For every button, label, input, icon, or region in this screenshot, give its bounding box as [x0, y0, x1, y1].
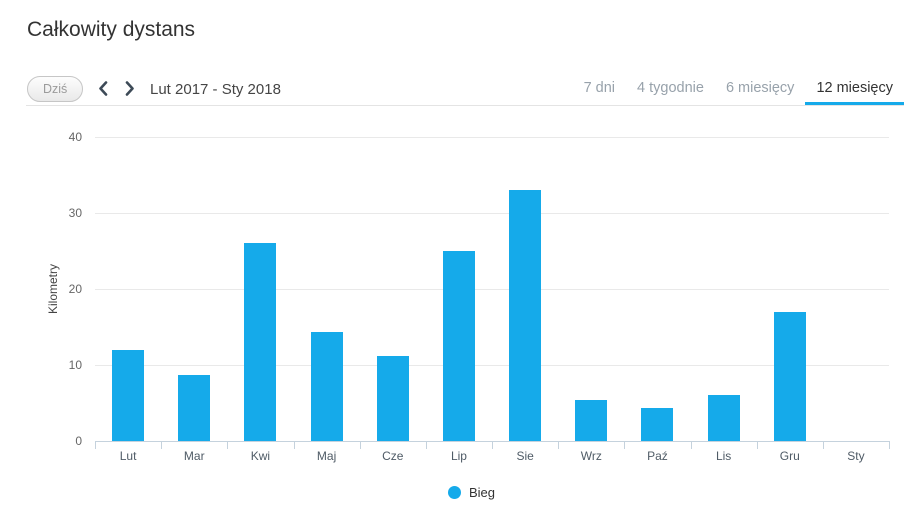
bar-wrz[interactable] — [575, 399, 608, 441]
tab-12-miesi-cy[interactable]: 12 miesięcy — [805, 74, 904, 105]
period-tabs: 7 dni 4 tygodnie 6 miesięcy 12 miesięcy — [573, 74, 904, 105]
x-axis-tickmark — [359, 441, 361, 449]
page-title: Całkowity dystans — [27, 18, 196, 41]
bar-maj[interactable] — [310, 331, 343, 441]
x-label-lip: Lip — [450, 449, 467, 463]
bar-gru[interactable] — [773, 311, 806, 441]
date-range-label: Lut 2017 - Sty 2018 — [150, 81, 281, 98]
x-label-sty: Sty — [847, 449, 865, 463]
chevron-right-icon — [125, 80, 135, 99]
x-label-wrz: Wrz — [580, 449, 602, 463]
x-axis-tickmark — [822, 441, 824, 449]
gridline-10 — [95, 365, 889, 366]
gridline-20 — [95, 289, 889, 290]
toolbar: Dziś Lut 2017 - Sty 2018 7 dni 4 tygodnie… — [26, 74, 904, 106]
chart-legend: Bieg — [0, 485, 905, 500]
legend-label-bieg: Bieg — [468, 485, 496, 500]
bar-mar[interactable] — [178, 374, 211, 441]
tab-4-tygodnie[interactable]: 4 tygodnie — [637, 80, 704, 96]
today-button[interactable]: Dziś — [27, 76, 84, 102]
x-axis-tickmark — [492, 441, 493, 449]
x-label-cze: Cze — [382, 449, 404, 463]
bar-lut[interactable] — [112, 349, 145, 441]
x-axis-tickmark — [756, 441, 758, 449]
bar-sie[interactable] — [509, 190, 542, 441]
x-axis-tickmark — [558, 441, 560, 449]
y-tick-label-10: 10 — [68, 358, 82, 372]
bar-lip[interactable] — [442, 251, 475, 441]
bar-cze[interactable] — [376, 355, 409, 441]
x-axis-tickmark — [293, 441, 295, 449]
y-tick-label-40: 40 — [68, 130, 82, 144]
x-axis-tickmark — [690, 441, 692, 449]
x-axis-labels: Lut Mar Kwi Maj Cze Lip Sie Wrz Paź Lis Gru Sty — [95, 449, 889, 463]
x-label-kwi: Kwi — [250, 449, 271, 463]
x-axis-tickmark — [95, 441, 96, 449]
x-label-lis: Lis — [715, 449, 732, 463]
y-tick-label-30: 30 — [68, 206, 82, 220]
date-navigation — [94, 74, 139, 105]
x-label-sie: Sie — [516, 449, 534, 463]
x-axis-tickmark — [227, 441, 229, 449]
bar-kwi[interactable] — [244, 243, 277, 441]
legend-dot-bieg — [447, 486, 461, 499]
gridline-30 — [95, 213, 889, 214]
chevron-left-icon — [98, 80, 108, 99]
y-tick-label-20: 20 — [68, 282, 82, 296]
x-label-mar: Mar — [183, 449, 205, 463]
x-axis-tickmark — [624, 441, 626, 449]
y-tick-label-0: 0 — [75, 434, 82, 448]
gridline-40 — [95, 137, 889, 138]
x-axis-tickmark — [889, 441, 890, 449]
bar-lis[interactable] — [707, 395, 740, 441]
previous-period-button[interactable] — [94, 79, 112, 101]
tab-7-dni[interactable]: 7 dni — [583, 80, 616, 96]
next-period-button[interactable] — [121, 79, 139, 101]
y-axis-ticks: 0 10 20 30 40 — [40, 130, 82, 448]
x-axis-tickmark — [425, 441, 427, 449]
x-label-pa: Paź — [647, 449, 668, 463]
x-label-lut: Lut — [119, 449, 137, 463]
x-label-maj: Maj — [316, 449, 337, 463]
x-axis-tickmark — [161, 441, 163, 449]
plot-area — [95, 137, 890, 449]
bar-pa[interactable] — [641, 407, 674, 441]
x-label-gru: Gru — [779, 449, 800, 463]
tab-6-miesi-cy[interactable]: 6 miesięcy — [725, 80, 795, 96]
